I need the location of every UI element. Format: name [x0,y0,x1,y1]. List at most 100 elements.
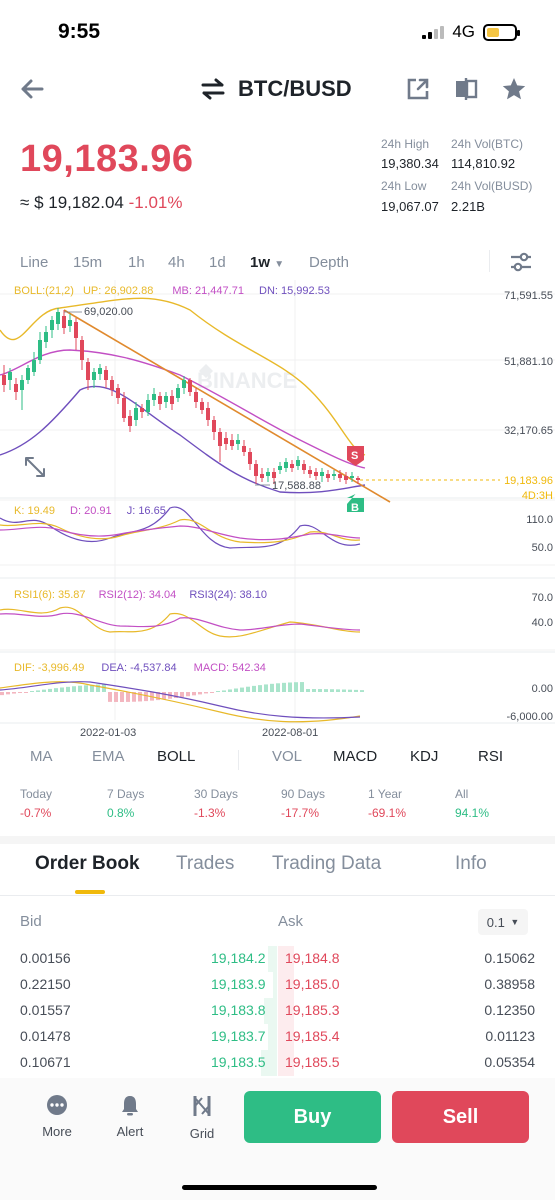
indicator-vol[interactable]: VOL [272,748,303,765]
alert-button[interactable]: Alert [105,1094,155,1139]
back-arrow-icon[interactable] [18,75,46,103]
fullscreen-icon[interactable] [25,457,45,477]
bid-qty: 0.01478 [20,1028,71,1044]
interval-depth[interactable]: Depth [309,253,350,271]
candle-body [350,476,354,478]
perf-value: -17.7% [281,806,320,820]
interval-divider [489,250,490,272]
candle-body [32,360,36,372]
interval-4h[interactable]: 4h [168,253,185,271]
candle-body [278,466,282,470]
boll-lower-line [0,385,366,494]
macd-bar [288,682,292,692]
stat-label-24h-low: 24h Low [381,179,427,193]
macd-dea-line [0,681,361,719]
chart-settings-icon[interactable] [509,250,533,274]
macd-dea: DEA: -4,537.84 [101,662,176,674]
more-label: More [42,1124,72,1139]
indicator-rsi[interactable]: RSI [478,748,504,765]
perf-value: -1.3% [194,806,226,820]
favorite-star-icon[interactable] [501,76,527,102]
macd-bar [72,686,76,692]
perf-value: 0.8% [107,806,135,820]
macd-histogram [0,682,364,702]
tab-order-book[interactable]: Order Book [35,853,140,874]
candle-body [152,394,156,400]
usd-price: $ 19,182.04 [34,193,124,212]
candle-body [308,470,312,474]
macd-bar [180,692,184,698]
macd-bar [348,689,352,692]
ask-depth-bar [278,1024,294,1050]
boll-middle-line [0,349,366,469]
indicator-kdj[interactable]: KDJ [410,748,439,765]
macd-bar [282,682,286,692]
compare-icon[interactable] [453,76,479,102]
binance-logo-icon [199,364,213,378]
order-book-row[interactable]: 0.10671 19,183.5 19,185.5 0.05354 [0,1050,555,1076]
interval-1h[interactable]: 1h [128,253,145,271]
buy-marker [347,494,364,512]
tab-trading-data[interactable]: Trading Data [272,853,382,874]
interval-15m[interactable]: 15m [73,253,103,271]
perf-value: -0.7% [20,806,52,820]
indicator-ma[interactable]: MA [30,748,53,765]
macd-bar [18,692,22,693]
indicator-ema[interactable]: EMA [92,748,125,765]
interval-line[interactable]: Line [20,253,49,271]
buy-marker-label: B [351,502,359,514]
x-label-1: 2022-01-03 [80,727,136,739]
indicator-boll[interactable]: BOLL [157,748,196,765]
macd-bar [294,682,298,692]
macd-bar [66,686,70,692]
indicator-macd[interactable]: MACD [333,748,378,765]
more-button[interactable]: More [32,1094,82,1139]
macd-dif-line [0,681,361,723]
candle-body [188,380,192,392]
kdj-j-line [0,506,361,549]
order-book-row[interactable]: 0.22150 19,183.9 19,185.0 0.38958 [0,972,555,998]
x-label-2: 2022-08-01 [262,727,318,739]
bid-depth-bar [261,1050,277,1076]
candle-body [338,474,342,478]
price-chart[interactable]: BINANCE 69,020.00 17,588.88 S B BOLL:(21… [0,280,555,740]
y-label-3: 32,170.65 [504,425,553,437]
buy-button[interactable]: Buy [244,1091,381,1143]
candle-body [356,478,360,480]
bid-depth-bar [264,998,277,1024]
tab-info[interactable]: Info [455,853,487,874]
header-actions [405,76,527,102]
candle-body [344,476,348,480]
macd-bar [210,692,214,693]
share-icon[interactable] [405,76,431,102]
pair-selector[interactable]: BTC/BUSD [200,76,352,102]
battery-icon [483,23,520,41]
boll-mb: MB: 21,447.71 [172,285,244,297]
ask-depth-bar [278,972,294,998]
sell-button[interactable]: Sell [392,1091,529,1143]
bid-depth-bar [273,972,277,998]
order-book-row[interactable]: 0.01557 19,183.8 19,185.3 0.12350 [0,998,555,1024]
macd-bar [330,689,334,692]
kdj-k-line [0,518,361,544]
precision-select[interactable]: 0.1 ▼ [478,909,528,935]
candle-body [284,462,288,468]
kdj-y-label-2: 50.0 [532,542,553,554]
macd-bar [84,685,88,692]
order-book-row[interactable]: 0.00156 19,184.2 19,184.8 0.15062 [0,946,555,972]
macd-bar [252,685,256,692]
macd-bar [270,683,274,692]
tab-trades[interactable]: Trades [176,853,235,874]
indicator-tabs: MA EMA BOLL VOL MACD KDJ RSI [0,748,555,774]
grid-label: Grid [189,1126,215,1141]
macd-bar [126,692,130,702]
grid-button[interactable]: Grid [177,1094,227,1141]
order-book-row[interactable]: 0.01478 19,183.7 19,185.4 0.01123 [0,1024,555,1050]
bid-price: 19,184.2 [211,950,266,966]
stat-value-24h-vol-busd: 2.21B [451,199,485,214]
interval-1w[interactable]: 1w ▼ [250,254,284,271]
y-label-1: 71,591.55 [504,290,553,302]
macd-bar [324,689,328,692]
boll-dn: DN: 15,992.53 [259,285,330,297]
interval-1d[interactable]: 1d [209,253,226,271]
